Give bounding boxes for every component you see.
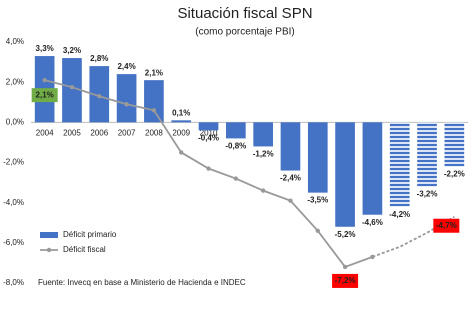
line-point (97, 94, 102, 99)
line-value-label: -4,7% (436, 221, 457, 230)
x-tick-label: 2004 (36, 128, 54, 137)
bar-value-label: 2,1% (145, 68, 163, 77)
line-point (315, 228, 320, 233)
bar (417, 122, 437, 187)
line-value-label: 2,1% (36, 90, 54, 99)
bar (116, 74, 137, 123)
bar-value-label: 3,3% (36, 44, 54, 53)
bar (389, 122, 410, 207)
bar-value-label: -1,2% (253, 150, 274, 159)
bar-value-label: -4,6% (362, 218, 383, 227)
bar (144, 80, 164, 123)
line-point (179, 150, 184, 155)
chart-title: Situación fiscal SPN (177, 5, 312, 22)
legend-label: Déficit fiscal (63, 245, 106, 254)
bar-value-label: 3,2% (63, 46, 81, 55)
x-tick-label: 2010 (200, 128, 218, 137)
bar-value-label: -5,2% (335, 230, 356, 239)
bar (444, 122, 465, 167)
line-point (233, 176, 239, 181)
x-tick-label: 2008 (145, 128, 163, 137)
source-note: Fuente: Invecq en base a Ministerio de H… (38, 278, 246, 287)
bar-value-label: 2,8% (90, 54, 108, 63)
legend-label: Déficit primario (63, 230, 117, 239)
bar (253, 122, 273, 147)
y-tick-label: -8,0% (3, 278, 24, 287)
x-tick-label: 2007 (118, 128, 136, 137)
line-point (124, 102, 129, 107)
bar-value-label: -0,8% (225, 142, 246, 151)
y-tick-label: 0,0% (6, 117, 24, 126)
bar (198, 122, 219, 131)
y-tick-label: -2,0% (3, 158, 24, 167)
x-tick-label: 2005 (63, 128, 81, 137)
line-point (206, 166, 211, 171)
bar (307, 122, 328, 193)
line-value-label: -7,2% (335, 276, 356, 285)
bar-value-label: -4,2% (389, 210, 410, 219)
chart-subtitle: (como porcentaje PBI) (195, 27, 295, 38)
bar-value-label: -0,4% (198, 133, 219, 142)
bar-value-label: -3,2% (417, 190, 438, 199)
bar-value-label: -2,4% (280, 174, 301, 183)
line-label-box (332, 273, 359, 288)
bar-value-label: -2,2% (444, 170, 465, 179)
line-point (260, 188, 266, 193)
line-point (151, 108, 157, 113)
line-point (42, 77, 47, 83)
y-tick-label: 2,0% (6, 77, 24, 86)
legend-swatch (46, 247, 52, 253)
bar-value-label: 0,1% (172, 108, 190, 117)
line-label-box (433, 218, 460, 233)
line-point (370, 254, 375, 260)
bar (362, 122, 383, 215)
line-point (288, 198, 293, 203)
bar (335, 122, 355, 227)
legend-swatch (40, 232, 58, 238)
bar-value-label: 2,4% (117, 62, 135, 71)
y-tick-label: 4,0% (6, 37, 24, 46)
x-tick-label: 2006 (90, 128, 108, 137)
bar (280, 122, 301, 171)
line-point (342, 264, 348, 270)
line-label-box (31, 88, 58, 103)
bar (62, 58, 82, 123)
bar (226, 122, 246, 139)
y-tick-label: -6,0% (3, 238, 24, 247)
bar (171, 120, 192, 123)
x-tick-label: 2009 (172, 128, 190, 137)
y-tick-label: -4,0% (3, 198, 24, 207)
line-point (69, 84, 75, 90)
bar-value-label: -3,5% (307, 196, 328, 205)
